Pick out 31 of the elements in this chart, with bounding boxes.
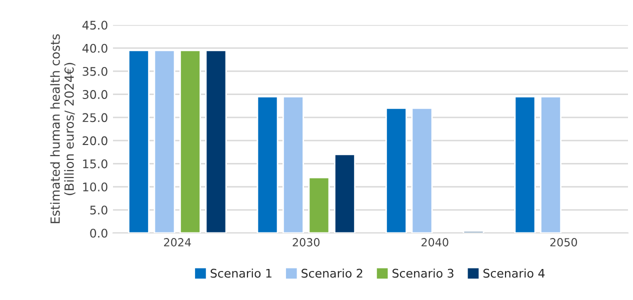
y-tick-label: 25.0 xyxy=(82,113,108,122)
bar xyxy=(386,108,407,233)
bar xyxy=(411,108,433,233)
bar xyxy=(205,50,227,233)
bar xyxy=(154,50,176,233)
y-tick-label: 30.0 xyxy=(82,90,108,99)
y-tick-label: 10.0 xyxy=(83,182,108,192)
legend-label: Scenario 2 xyxy=(302,268,362,278)
x-tick-label: 2040 xyxy=(422,238,448,246)
y-axis-title: Estimated human health costs (Billion euros/ 2024€) xyxy=(50,34,76,224)
y-tick-label: 15.0 xyxy=(83,159,108,168)
y-tick-label: 20.0 xyxy=(82,136,108,146)
bar xyxy=(282,96,304,233)
y-tick-label: 45.0 xyxy=(82,20,108,30)
x-tick-label: 2050 xyxy=(550,238,578,246)
bar xyxy=(334,154,356,233)
bar xyxy=(540,96,562,233)
x-tick-label: 2024 xyxy=(164,238,191,246)
bar xyxy=(308,176,330,233)
y-tick-label: 40.0 xyxy=(82,44,108,53)
bar xyxy=(180,50,201,233)
y-tick-label: 35.0 xyxy=(82,66,108,76)
legend-label: Scenario 1 xyxy=(210,268,272,278)
x-tick-label: 2030 xyxy=(292,238,320,246)
bar xyxy=(128,50,150,233)
y-tick-label: 5.0 xyxy=(90,206,108,215)
legend-label: Scenario 3 xyxy=(392,268,454,278)
bar xyxy=(256,96,278,233)
legend-label: Scenario 4 xyxy=(483,268,545,278)
bar xyxy=(514,96,536,233)
y-tick-label: 0.0 xyxy=(90,228,108,238)
